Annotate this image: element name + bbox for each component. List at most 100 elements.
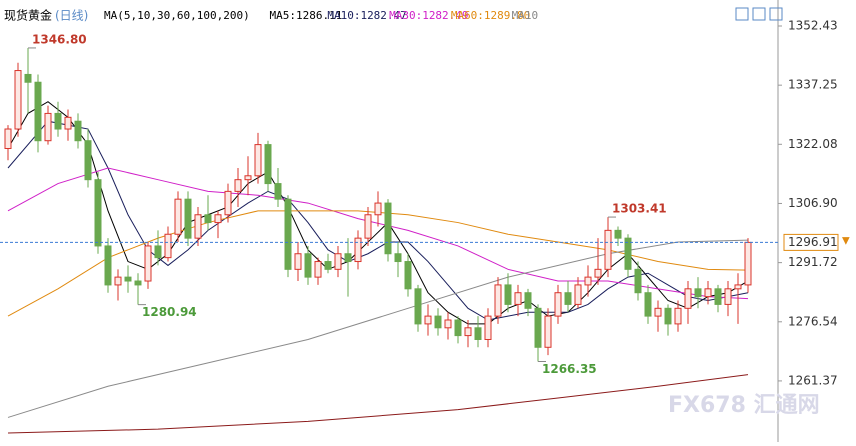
candle-body bbox=[274, 183, 282, 200]
candle-body bbox=[574, 284, 582, 305]
header-bg bbox=[0, 7, 690, 25]
ma-line bbox=[7, 239, 749, 418]
candle-body bbox=[604, 229, 612, 270]
candle-body bbox=[104, 245, 112, 286]
candle-body bbox=[234, 179, 242, 192]
tool-button[interactable] bbox=[735, 7, 749, 21]
annotation: 1346.80 bbox=[32, 32, 87, 46]
candle-body bbox=[594, 268, 602, 278]
y-tick-label: 1306.90 bbox=[788, 196, 838, 210]
candle-body bbox=[634, 268, 642, 294]
candle-body bbox=[34, 81, 42, 142]
legend-entry: MA10 bbox=[512, 9, 538, 22]
candle-body bbox=[544, 315, 552, 348]
candle-body bbox=[374, 202, 382, 216]
candle-body bbox=[244, 175, 252, 181]
y-tick-label: 1352.43 bbox=[788, 18, 838, 32]
candle-body bbox=[714, 288, 722, 305]
candle-body bbox=[164, 233, 172, 259]
candle-body bbox=[304, 253, 312, 278]
ma-line bbox=[7, 210, 749, 317]
annotation: 1266.35 bbox=[542, 362, 597, 376]
candle-body bbox=[724, 288, 732, 305]
candle-body bbox=[114, 276, 122, 286]
annotation: 1303.41 bbox=[612, 202, 667, 216]
annotation: 1280.94 bbox=[142, 305, 197, 319]
candle-body bbox=[464, 327, 472, 337]
y-tick-label: 1291.72 bbox=[788, 255, 838, 269]
candle-body bbox=[294, 253, 302, 270]
candle-body bbox=[614, 229, 622, 239]
candle-body bbox=[124, 276, 132, 282]
candle-body bbox=[734, 284, 742, 290]
candle-body bbox=[324, 261, 332, 270]
candle-body bbox=[504, 284, 512, 305]
candle-body bbox=[564, 292, 572, 305]
candle-body bbox=[654, 307, 662, 317]
candle-body bbox=[264, 144, 272, 185]
candle-body bbox=[64, 116, 72, 130]
y-tick-label: 1276.54 bbox=[788, 314, 838, 328]
last-price-box bbox=[783, 233, 839, 251]
candle-body bbox=[24, 73, 32, 83]
candle-body bbox=[154, 245, 162, 259]
candle-body bbox=[314, 261, 322, 278]
candle-body bbox=[534, 307, 542, 348]
candle-body bbox=[14, 70, 22, 130]
candle-body bbox=[684, 288, 692, 309]
toolbar[interactable] bbox=[735, 7, 783, 21]
candle-body bbox=[364, 214, 372, 239]
candle-body bbox=[514, 292, 522, 305]
candle-body bbox=[704, 288, 712, 298]
last-price-arrow: ▼ bbox=[842, 235, 850, 246]
candle-body bbox=[344, 253, 352, 263]
y-tick-label: 1261.37 bbox=[788, 373, 838, 387]
legend-entry: MA(5,10,30,60,100,200) bbox=[104, 9, 250, 22]
candle-body bbox=[424, 315, 432, 325]
candle-body bbox=[184, 198, 192, 239]
candle-body bbox=[74, 120, 82, 142]
candle-body bbox=[384, 202, 392, 255]
candle-body bbox=[484, 315, 492, 340]
title: 现货黄金 bbox=[4, 8, 52, 23]
candle-body bbox=[454, 319, 462, 337]
candle-body bbox=[44, 112, 52, 142]
legend-entry: MA10:1282.47 bbox=[327, 9, 406, 22]
y-tick-label: 1337.25 bbox=[788, 78, 838, 92]
last-price-label: 1296.91 bbox=[788, 235, 838, 249]
subtitle: (日线) bbox=[55, 9, 88, 23]
candle-body bbox=[394, 253, 402, 263]
candle-body bbox=[554, 292, 562, 317]
candle-body bbox=[444, 319, 452, 329]
candle-body bbox=[224, 190, 232, 216]
candle-body bbox=[54, 112, 62, 130]
tool-button[interactable] bbox=[769, 7, 783, 21]
candle-body bbox=[474, 327, 482, 340]
candle-body bbox=[254, 144, 262, 177]
candle-body bbox=[134, 280, 142, 286]
candle-body bbox=[404, 261, 412, 290]
candle-body bbox=[334, 253, 342, 270]
candle-body bbox=[354, 237, 362, 263]
candle-body bbox=[524, 292, 532, 309]
candle-body bbox=[434, 315, 442, 329]
candle-body bbox=[624, 237, 632, 270]
candle-body bbox=[744, 241, 752, 286]
watermark: FX678 汇通网 bbox=[668, 393, 820, 418]
ma-line bbox=[7, 374, 749, 434]
candle-body bbox=[214, 214, 222, 224]
candle-body bbox=[194, 214, 202, 239]
candle-body bbox=[584, 276, 592, 286]
candle-body bbox=[94, 179, 102, 247]
candle-body bbox=[674, 307, 682, 325]
candle-body bbox=[664, 307, 672, 325]
legend-entry: MA5:1286.11 bbox=[270, 9, 343, 22]
candle-body bbox=[84, 140, 92, 181]
ma-line bbox=[7, 167, 749, 300]
legend-entry: MA60:1289.80 bbox=[451, 9, 530, 22]
legend-entry: MA30:1282.49 bbox=[389, 9, 468, 22]
candle-body bbox=[4, 128, 12, 150]
tool-button[interactable] bbox=[752, 7, 766, 21]
